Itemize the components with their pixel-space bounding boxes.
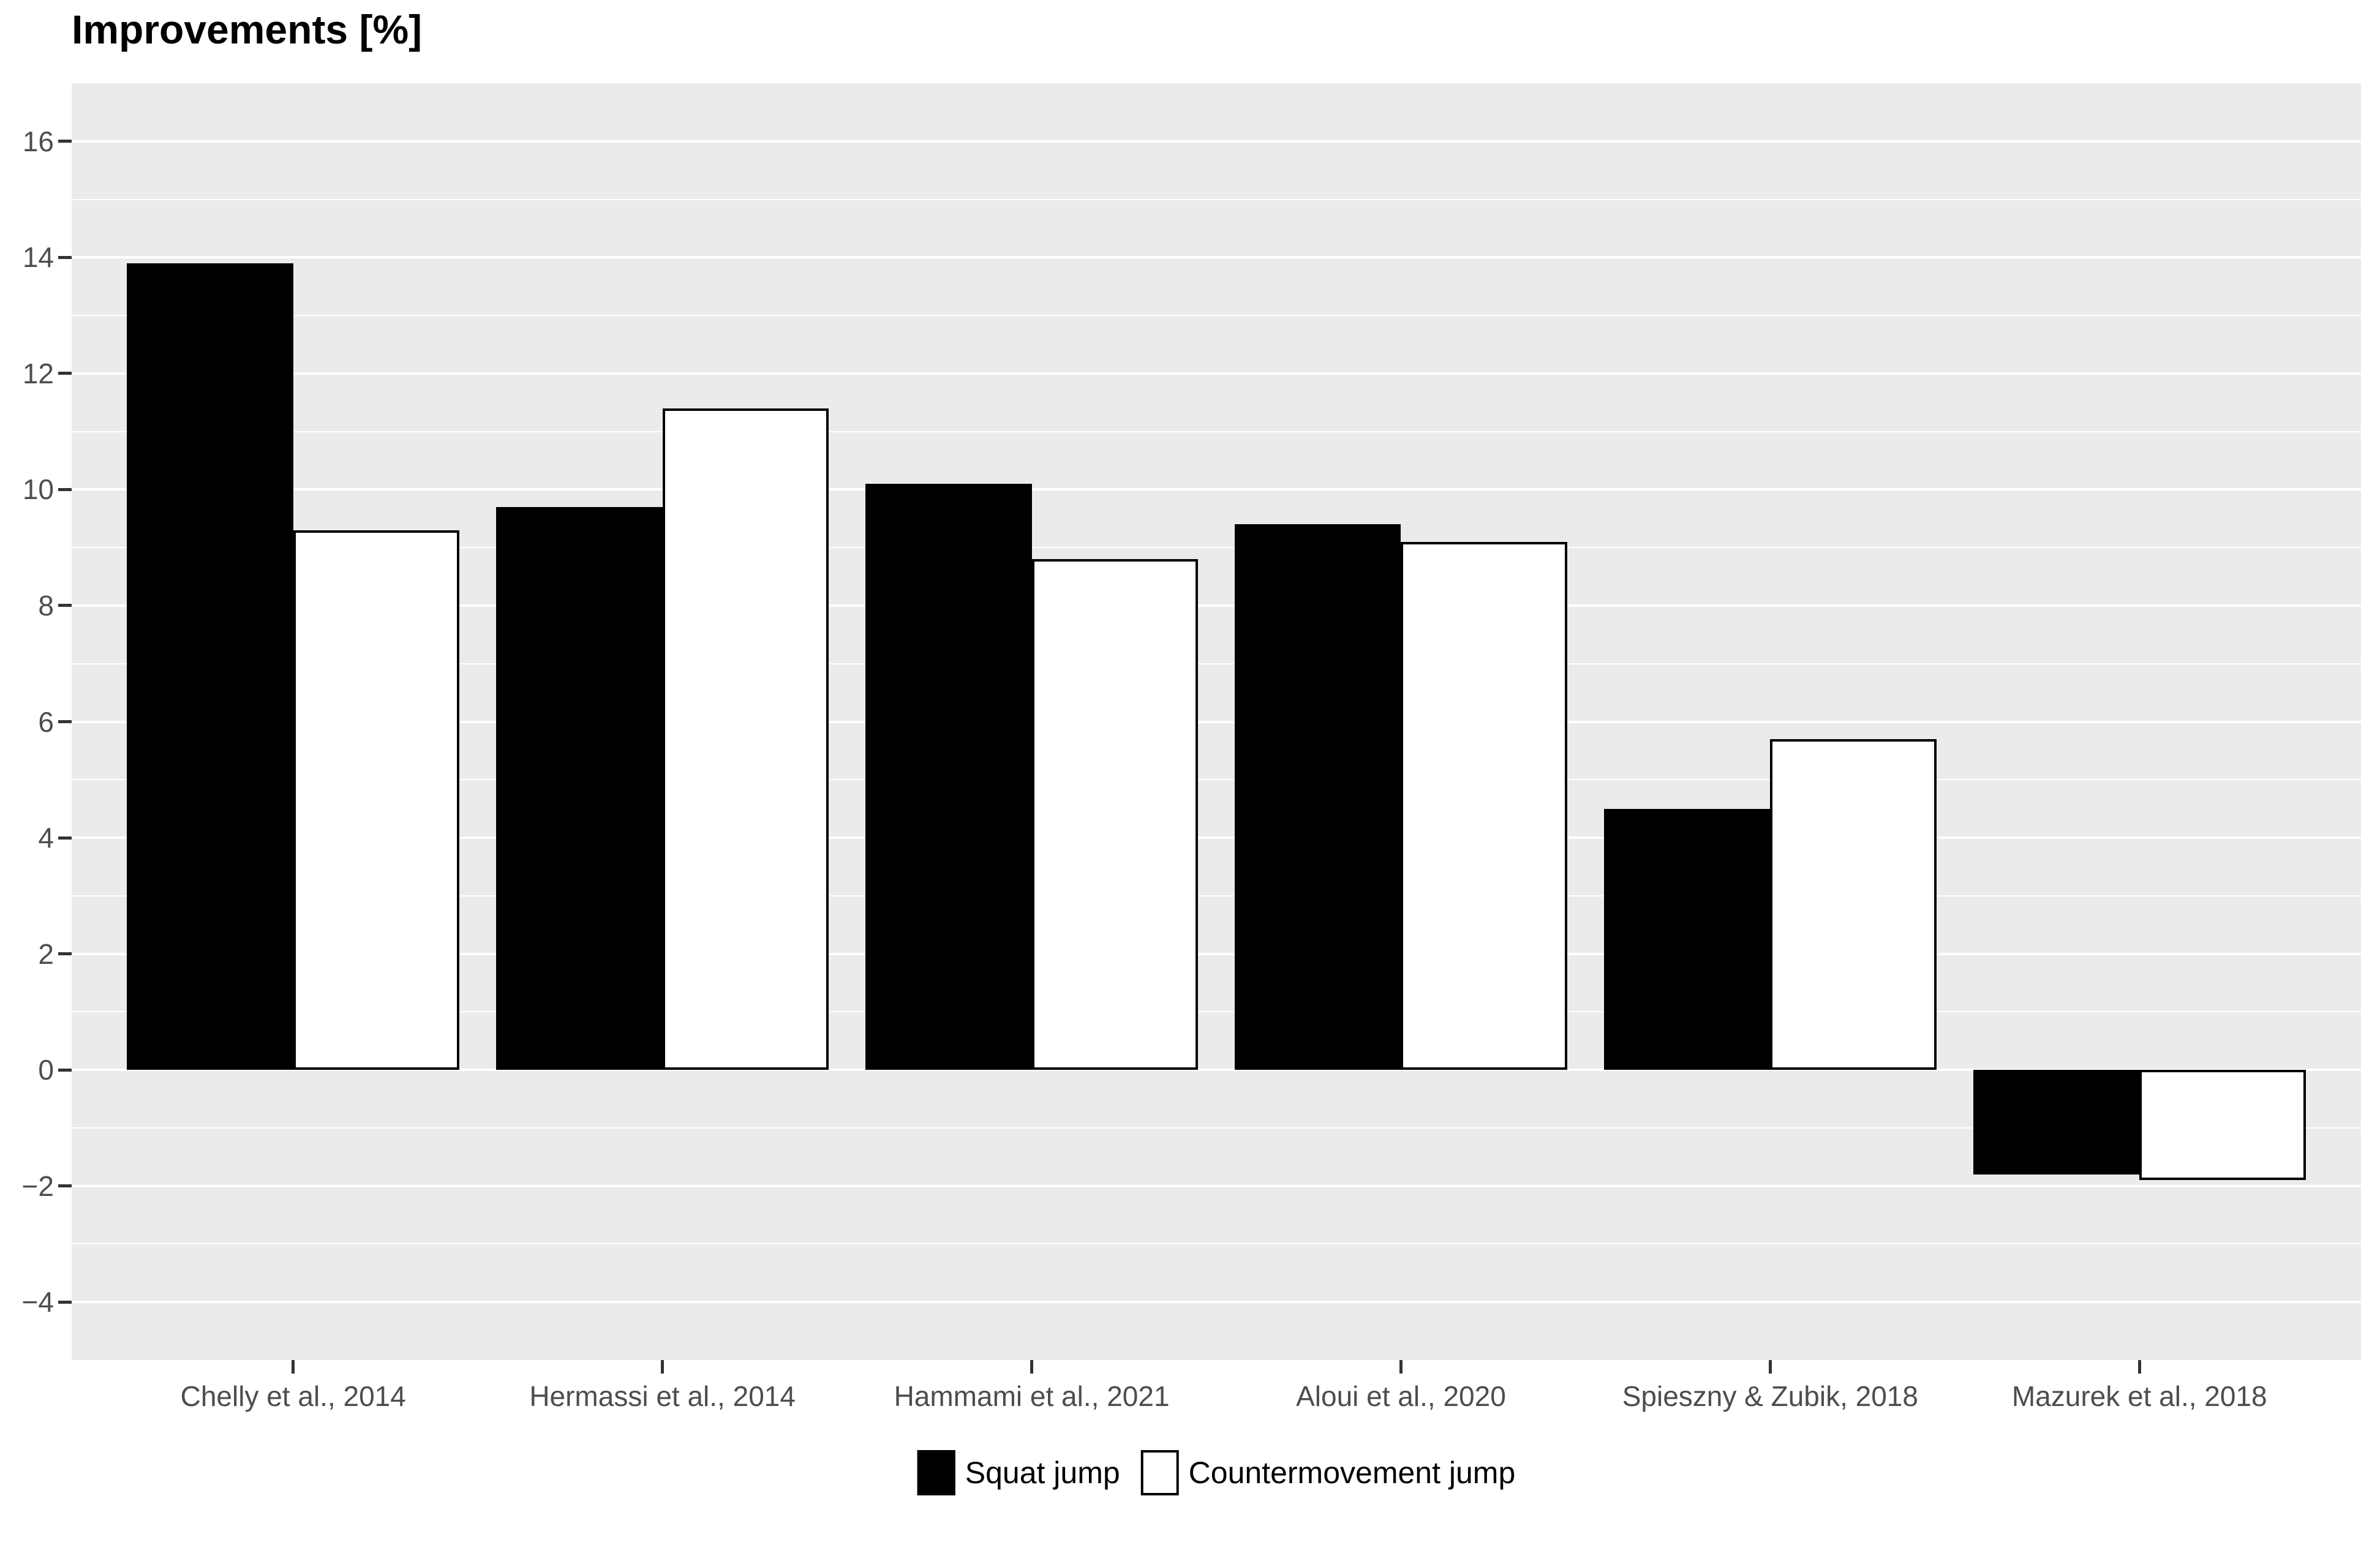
gridline-minor [72,1011,2361,1013]
bar-countermovement-jump-5 [2139,1070,2306,1181]
x-axis-tick [1030,1360,1034,1374]
y-tick-label: 8 [38,589,54,622]
x-axis-tick [1768,1360,1772,1374]
gridline-major [72,604,2361,607]
y-tick-label: 2 [38,938,54,970]
bar-squat-jump-2 [865,483,1032,1070]
y-tick-label: 4 [38,822,54,854]
bar-countermovement-jump-4 [1770,739,1937,1070]
y-tick-label: 16 [22,125,54,157]
gridline-minor [72,547,2361,549]
gridline-minor [72,1127,2361,1129]
gridline-major [72,1069,2361,1072]
gridline-minor [72,895,2361,897]
y-tick-label: −2 [21,1170,54,1202]
legend-item-countermovement-jump: Countermovement jump [1140,1450,1516,1495]
gridline-major [72,140,2361,143]
x-tick-label: Mazurek et al., 2018 [2011,1380,2267,1412]
x-axis-tick [1399,1360,1403,1374]
bar-countermovement-jump-1 [662,408,829,1070]
x-axis-tick [661,1360,665,1374]
x-tick-label: Chelly et al., 2014 [180,1380,406,1412]
gridline-minor [72,779,2361,781]
legend-item-squat-jump: Squat jump [917,1450,1120,1495]
y-axis-tick [58,140,72,143]
y-axis-tick [58,372,72,375]
y-axis-tick [58,720,72,723]
y-tick-label: 6 [38,705,54,738]
y-tick-label: −4 [21,1286,54,1318]
bar-squat-jump-1 [496,506,663,1070]
chart-title: Improvements [%] [72,7,423,52]
legend-label-squat-jump: Squat jump [965,1456,1120,1490]
x-tick-label: Hammami et al., 2021 [894,1380,1170,1412]
y-axis-tick [58,487,72,491]
gridline-major [72,720,2361,723]
bar-countermovement-jump-0 [293,530,460,1070]
gridline-minor [72,430,2361,432]
x-axis-tick [292,1360,295,1374]
gridline-major [72,952,2361,955]
y-axis-tick [58,836,72,840]
bar-squat-jump-0 [127,263,293,1070]
y-axis-tick [58,604,72,607]
gridline-minor [72,1243,2361,1245]
bar-countermovement-jump-3 [1401,541,1567,1070]
bar-squat-jump-3 [1235,524,1401,1070]
x-tick-label: Hermassi et al., 2014 [529,1380,796,1412]
bar-squat-jump-4 [1604,808,1771,1070]
bar-squat-jump-5 [1973,1070,2140,1175]
y-tick-label: 0 [38,1054,54,1086]
y-tick-label: 12 [22,357,54,389]
x-tick-label: Spieszny & Zubik, 2018 [1622,1380,1918,1412]
gridline-major [72,256,2361,259]
bar-countermovement-jump-2 [1031,559,1198,1070]
y-axis-tick [58,1300,72,1304]
y-axis-tick [58,1068,72,1072]
gridline-major [72,836,2361,840]
y-axis-tick [58,255,72,259]
y-axis-tick [58,952,72,956]
y-tick-label: 10 [22,473,54,506]
gridline-major [72,372,2361,375]
gridline-minor [72,315,2361,317]
legend-swatch-countermovement-jump [1140,1450,1179,1495]
x-axis-tick [2137,1360,2141,1374]
legend: Squat jump Countermovement jump [917,1450,1516,1495]
gridline-major [72,488,2361,491]
gridline-minor [72,198,2361,200]
legend-label-countermovement-jump: Countermovement jump [1188,1456,1516,1490]
y-tick-label: 14 [22,241,54,274]
gridline-major [72,1301,2361,1304]
gridline-minor [72,663,2361,664]
legend-swatch-squat-jump [917,1450,955,1495]
y-axis-tick [58,1184,72,1188]
x-tick-label: Aloui et al., 2020 [1296,1380,1506,1412]
gridline-major [72,1184,2361,1187]
